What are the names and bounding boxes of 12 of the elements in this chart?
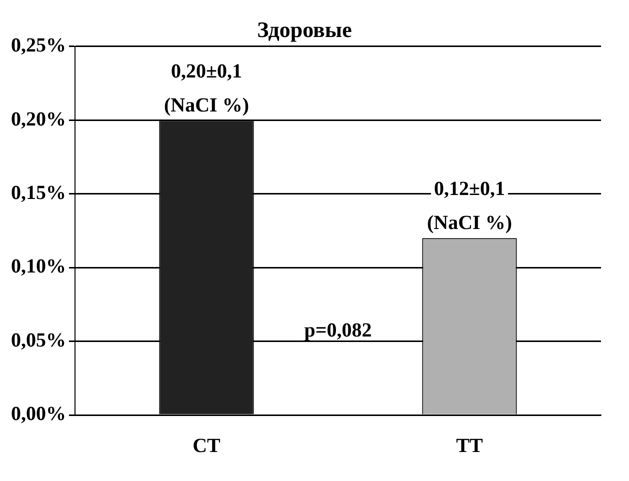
y-tick-label: 0,15% (11, 182, 66, 204)
annotation: p=0,082 (304, 319, 372, 342)
annotation: 0,12±0,1 (NaCI %) (427, 178, 512, 234)
y-tick-label: 0,05% (11, 329, 66, 352)
annotation: 0,20±0,1 (NaCI %) (164, 60, 249, 116)
chart-title: Здоровые (257, 16, 352, 42)
y-tick-label: 0,10% (11, 256, 66, 278)
y-tick-label: 0,00% (11, 403, 66, 426)
y-tick-label: 0,20% (11, 108, 66, 130)
x-tick-label: ТТ (456, 435, 484, 458)
y-tick-label: 0,25% (11, 34, 66, 57)
x-tick-label: СТ (192, 435, 222, 458)
